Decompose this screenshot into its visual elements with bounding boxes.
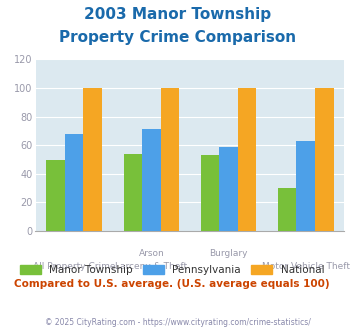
- Bar: [238, 88, 256, 231]
- Text: All Property Crime: All Property Crime: [33, 262, 115, 271]
- Bar: [201, 155, 219, 231]
- Text: Arson: Arson: [138, 249, 164, 258]
- Bar: [278, 188, 296, 231]
- Bar: [83, 88, 102, 231]
- Legend: Manor Township, Pennsylvania, National: Manor Township, Pennsylvania, National: [16, 261, 328, 280]
- Text: Compared to U.S. average. (U.S. average equals 100): Compared to U.S. average. (U.S. average …: [14, 279, 330, 289]
- Bar: [124, 154, 142, 231]
- Text: © 2025 CityRating.com - https://www.cityrating.com/crime-statistics/: © 2025 CityRating.com - https://www.city…: [45, 318, 310, 327]
- Bar: [46, 159, 65, 231]
- Bar: [65, 134, 83, 231]
- Text: Property Crime Comparison: Property Crime Comparison: [59, 30, 296, 45]
- Text: 2003 Manor Township: 2003 Manor Township: [84, 7, 271, 21]
- Text: Larceny & Theft: Larceny & Theft: [115, 262, 187, 271]
- Bar: [315, 88, 334, 231]
- Bar: [142, 129, 160, 231]
- Text: Motor Vehicle Theft: Motor Vehicle Theft: [262, 262, 350, 271]
- Bar: [296, 141, 315, 231]
- Bar: [219, 147, 238, 231]
- Text: Burglary: Burglary: [209, 249, 248, 258]
- Bar: [160, 88, 179, 231]
